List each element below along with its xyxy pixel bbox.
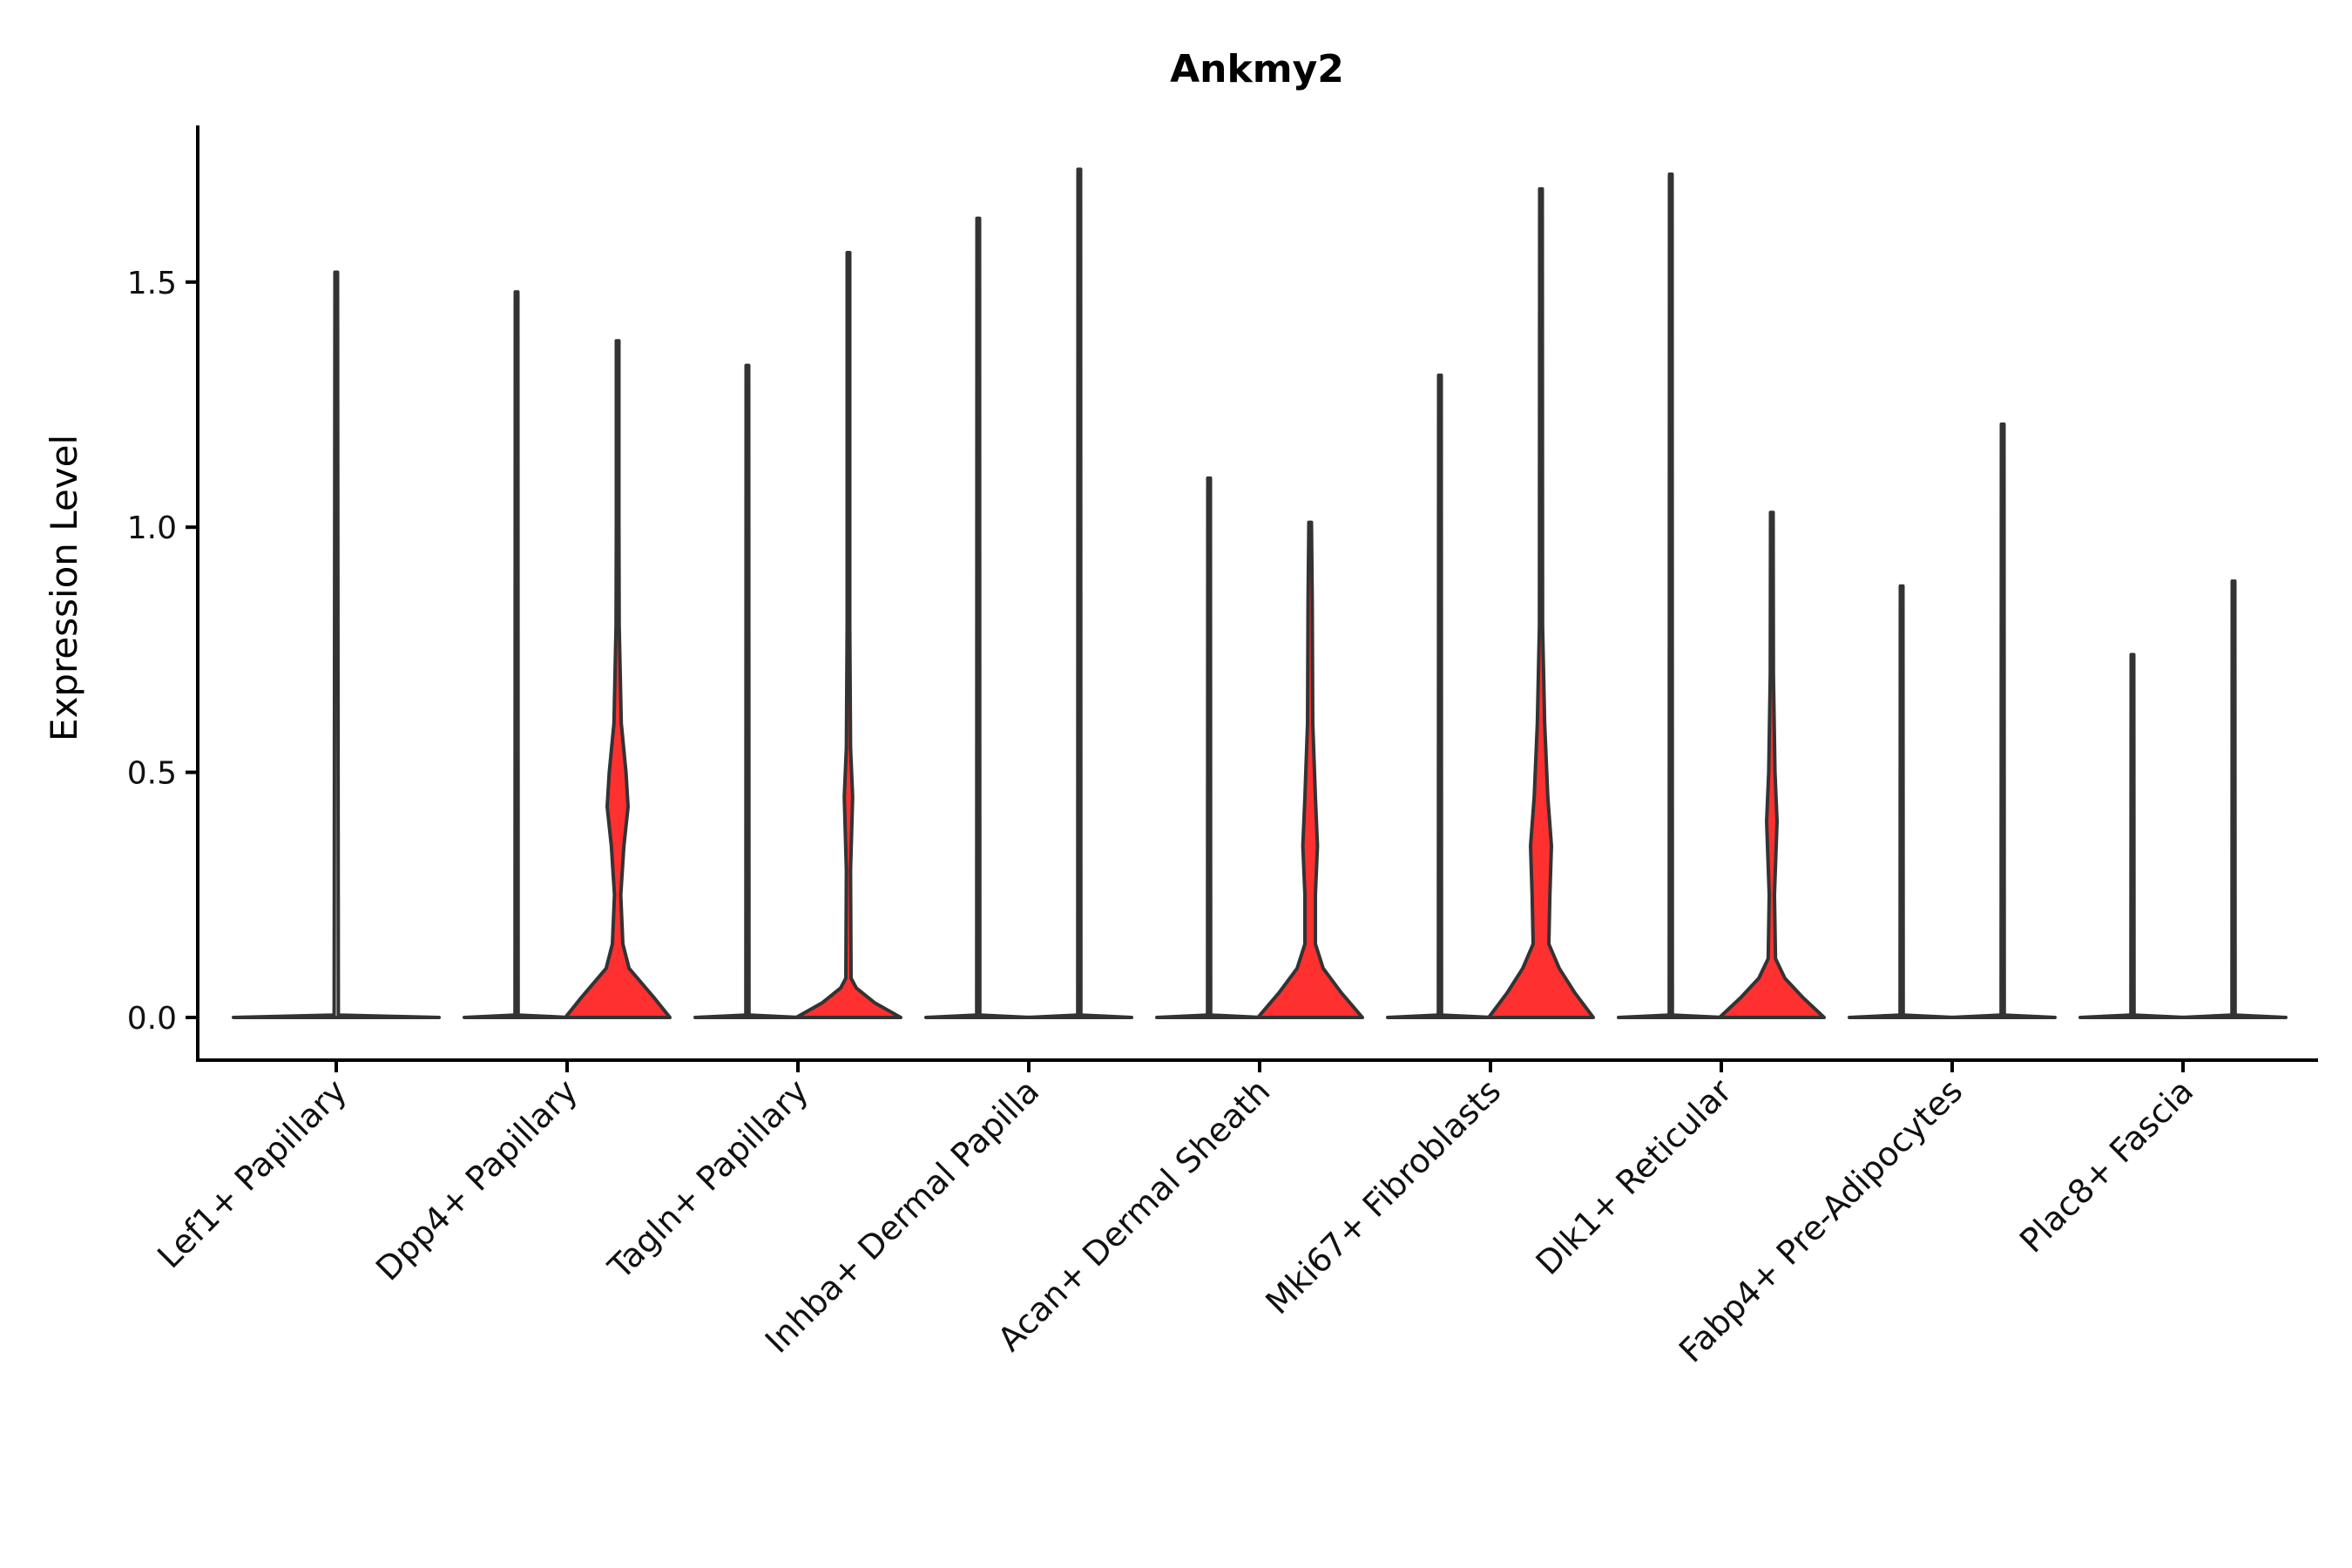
x-tick-label: Acan+ Dermal Sheath bbox=[990, 1071, 1277, 1358]
violin-2-b bbox=[794, 251, 902, 1019]
x-tick-label: Inhba+ Dermal Papilla bbox=[758, 1071, 1047, 1361]
violin-1-a bbox=[463, 290, 571, 1019]
violin-8-b bbox=[2180, 579, 2288, 1019]
violin-7-a bbox=[1848, 584, 1956, 1019]
y-tick-label: 0.5 bbox=[127, 756, 177, 792]
violin-8-a bbox=[2078, 652, 2186, 1019]
x-tick-label: Lef1+ Papillary bbox=[150, 1071, 354, 1275]
y-tick-label: 1.5 bbox=[127, 266, 177, 301]
violin-4-b bbox=[1256, 520, 1364, 1019]
chart-title: Ankmy2 bbox=[1170, 47, 1344, 91]
violin-6-a bbox=[1617, 172, 1725, 1019]
violin-1-b bbox=[564, 339, 672, 1019]
x-tick-label: Plac8+ Fascia bbox=[2012, 1071, 2200, 1260]
violin-2-a bbox=[693, 363, 801, 1019]
violin-5-a bbox=[1386, 373, 1494, 1019]
y-axis-label: Expression Level bbox=[43, 435, 85, 741]
violin-7-b bbox=[1949, 422, 2057, 1019]
axes: 0.0 0.5 1.0 1.5 Lef1+ Papillary Dpp4+ Papilla… bbox=[127, 125, 2318, 1370]
x-tick-label: Tagln+ Papillary bbox=[600, 1071, 815, 1287]
y-tick-label: 1.0 bbox=[127, 510, 177, 546]
violins bbox=[232, 167, 2288, 1019]
violin-3-a bbox=[924, 216, 1032, 1019]
violin-6-b bbox=[1718, 510, 1826, 1019]
violin-5-b bbox=[1487, 186, 1595, 1019]
x-tick-label: Dlk1+ Reticular bbox=[1529, 1071, 1740, 1282]
y-tick-label: 0.0 bbox=[127, 1001, 177, 1037]
violin-4-a bbox=[1155, 476, 1263, 1019]
x-tick-label: Mki67+ Fibroblasts bbox=[1258, 1071, 1508, 1321]
x-tick-label: Dpp4+ Papillary bbox=[368, 1071, 585, 1288]
violin-0-single bbox=[232, 270, 441, 1019]
violin-3-b bbox=[1025, 167, 1133, 1019]
